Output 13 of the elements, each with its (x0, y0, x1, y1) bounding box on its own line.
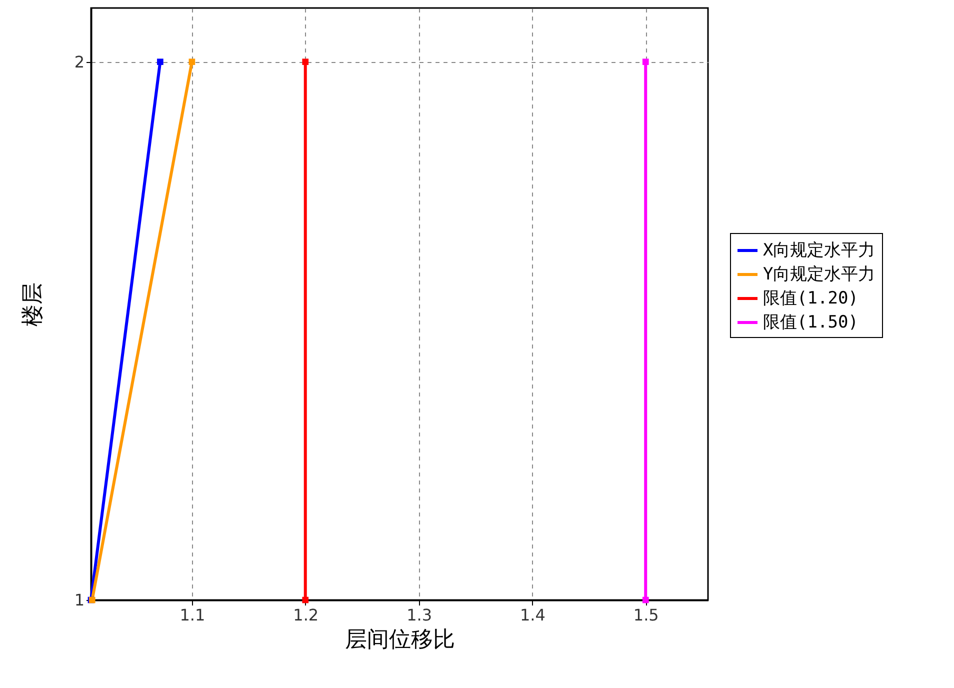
legend-label: Y向规定水平力 (763, 264, 876, 284)
legend-label: X向规定水平力 (763, 240, 876, 260)
legend-label: 限值(1.50) (763, 312, 858, 332)
legend-label: 限值(1.20) (763, 288, 858, 308)
x-tick-label: 1.5 (633, 606, 659, 624)
x-axis-title: 层间位移比 (345, 628, 455, 652)
x-tick-label: 1.3 (406, 606, 432, 624)
x-tick-label: 1.1 (180, 606, 206, 624)
y-tick-label: 2 (74, 52, 84, 72)
x-tick-label: 1.2 (293, 606, 319, 624)
x-tick-label: 1.4 (520, 606, 546, 624)
y-axis-title: 楼层 (20, 282, 46, 326)
y-tick-label: 1 (74, 590, 84, 610)
